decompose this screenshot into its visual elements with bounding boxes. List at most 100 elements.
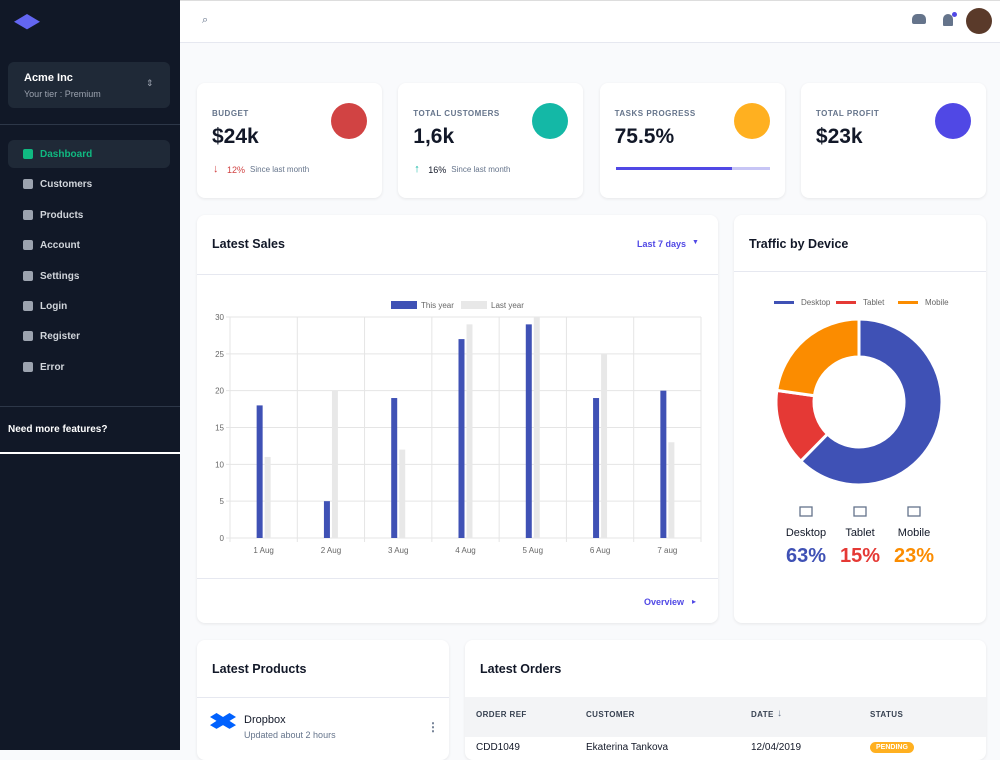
divider [197,578,718,579]
traffic-panel: Traffic by Device Desktop Desktop 63% Table… [734,215,986,623]
contacts-icon[interactable] [912,14,926,24]
notifications-icon[interactable] [943,14,953,26]
y-tick-label: 10 [215,460,224,469]
legend-label: Desktop [801,298,831,307]
x-tick-label: 6 Aug [590,546,610,555]
nav-item[interactable]: Customers [8,170,170,198]
stat-card: TOTAL CUSTOMERS 1,6k ↑ 16% Since last month [398,83,584,198]
stat-card: TASKS PROGRESS 75.5% [599,83,785,198]
stat-card: BUDGET $24k ↓ 12% Since last month [197,83,382,198]
legend-label: This year [421,301,454,310]
more-menu[interactable]: ⋮ [427,720,439,734]
column-header: ORDER REF [476,710,527,719]
stat-icon [532,103,569,139]
product-name: Dropbox [244,714,286,726]
nav-item[interactable]: Login [8,292,170,320]
stat-value: $23k [815,125,863,148]
product-updated: Updated about 2 hours [244,730,336,740]
stat-card: TOTAL PROFIT $23k [800,83,986,198]
device-icon [853,506,867,517]
doughnut-segment [798,317,944,487]
bar [391,398,398,538]
nav-item[interactable]: Error [8,353,170,381]
x-tick-label: 7 aug [657,546,677,555]
device-icon [907,506,921,517]
table-header [465,697,986,737]
x-tick-label: 1 Aug [253,546,273,555]
legend-swatch [774,301,794,304]
stat-note: Since last month [451,165,511,174]
y-tick-label: 25 [215,350,224,359]
org-tier: Your tier : Premium [24,89,101,99]
logo[interactable] [14,14,40,30]
device-label: Desktop [786,527,826,539]
nav-item[interactable]: Products [8,201,170,229]
x-tick-label: 4 Aug [455,546,475,555]
y-tick-label: 5 [220,497,225,506]
bar [323,501,330,538]
stat-change: 12% [227,165,246,175]
org-name: Acme Inc [24,72,73,84]
status-badge: PENDING [870,742,914,753]
column-header: CUSTOMER [586,710,635,719]
nav-icon [23,301,33,311]
stat-change: 16% [428,165,447,175]
x-tick-label: 2 Aug [321,546,341,555]
stat-value: 75.5% [614,125,675,148]
range-filter[interactable]: Last 7 days [637,239,687,249]
legend-label: Last year [491,301,524,310]
device-value: 15% [840,545,880,567]
stat-icon [331,103,367,139]
panel-title: Traffic by Device [749,237,849,251]
stat-value: 1,6k [413,125,455,148]
products-panel: Latest Products Dropbox Updated about 2 … [197,640,449,760]
device-icon [799,506,813,517]
panel-title: Latest Sales [212,237,285,251]
stat-value: $24k [212,125,259,148]
stat-label: TOTAL PROFIT [815,109,880,118]
table-cell: Ekaterina Tankova [586,742,669,753]
progress-bar [615,167,732,170]
legend-swatch [391,301,417,309]
trend-arrow: ↓ [213,163,219,175]
bar [660,390,667,538]
panel-title: Latest Products [212,662,307,676]
search-icon[interactable]: ⌕ [202,14,209,26]
nav-icon [23,361,33,372]
divider [197,274,718,275]
y-tick-label: 20 [215,387,224,396]
orders-panel: Latest Orders ORDER REF CUSTOMER DATE STATU… [465,640,986,760]
y-tick-label: 0 [220,534,225,543]
avatar[interactable] [966,8,992,34]
stat-label: TOTAL CUSTOMERS [413,109,500,118]
org-switcher[interactable]: Acme Inc Your tier : Premium ⇕ [8,62,170,108]
bar [458,339,465,538]
badge [952,12,957,17]
bar [256,405,263,538]
y-tick-label: 30 [215,313,224,322]
arrow: ▸ [692,597,697,606]
nav-item[interactable]: Settings [8,262,170,290]
column-header: STATUS [870,710,904,719]
divider [0,406,180,407]
nav-icon [23,240,33,251]
legend-label: Tablet [863,298,885,307]
orders-table: ORDER REF CUSTOMER DATE STATUS ↓ CDD1049 Ekate… [465,640,986,760]
device-value: 63% [786,545,826,567]
stat-label: TASKS PROGRESS [614,109,696,118]
device-label: Mobile [898,527,930,539]
column-header: DATE [751,710,774,719]
nav: Dashboard Customers Products Account Setting… [0,0,180,400]
bar [668,442,675,538]
nav-item[interactable]: Account [8,231,170,259]
stat-icon [934,103,971,139]
nav-icon [23,179,33,190]
device-value: 23% [894,545,934,567]
x-tick-label: 3 Aug [388,546,408,555]
overview-link[interactable]: Overview [644,597,685,607]
legend-swatch [898,301,918,304]
device-label: Tablet [845,527,874,539]
nav-item[interactable]: Register [8,322,170,350]
nav-item[interactable]: Dashboard [8,140,170,168]
